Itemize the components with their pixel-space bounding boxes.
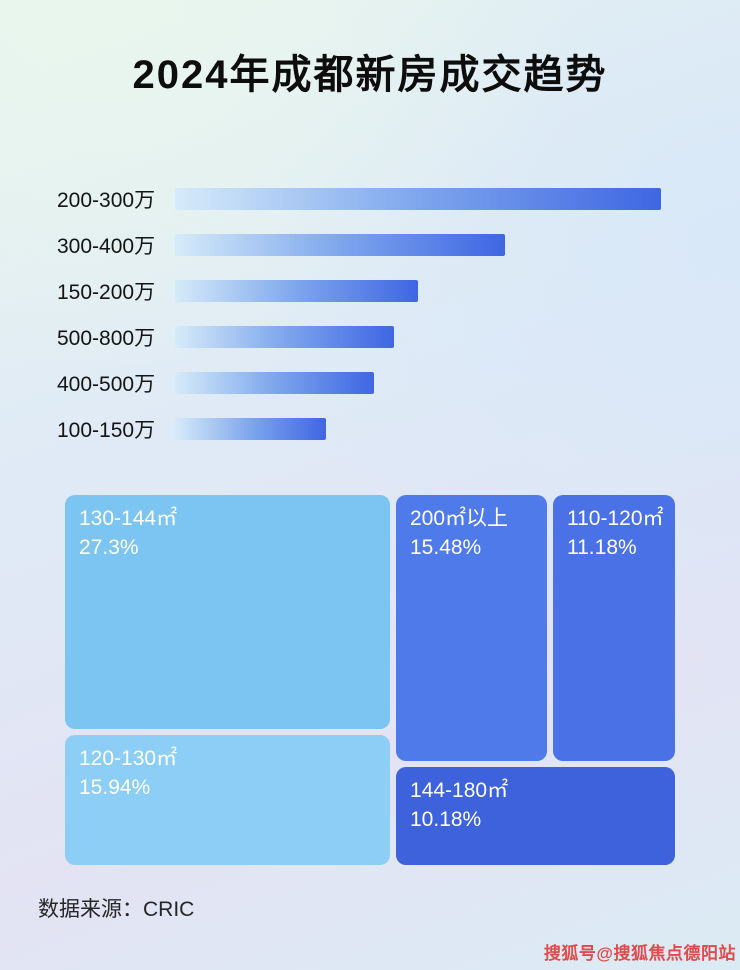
bar-row: 500-800万 [57, 314, 677, 360]
treemap-box-200-plus: 200㎡以上 15.48% [396, 495, 547, 761]
treemap-box-110-120: 110-120㎡ 11.18% [553, 495, 675, 761]
treemap-box-130-144: 130-144㎡ 27.3% [65, 495, 390, 729]
bar-chart: 200-300万 300-400万 150-200万 500-800万 400-500万… [57, 176, 677, 452]
bar-fill [175, 234, 506, 256]
treemap-box-label: 120-130㎡ [79, 747, 178, 770]
bar-category-label: 100-150万 [57, 419, 156, 442]
bar-fill [175, 326, 394, 348]
bar-track [175, 280, 661, 302]
bar-category-label: 500-800万 [57, 327, 156, 350]
bar-fill [175, 418, 326, 440]
data-source-label: 数据来源：CRIC [38, 898, 195, 921]
bar-row: 200-300万 [57, 176, 677, 222]
bar-category-label: 150-200万 [57, 281, 156, 304]
bar-track [175, 326, 661, 348]
bar-row: 300-400万 [57, 222, 677, 268]
treemap-box-label: 110-120㎡ [567, 507, 664, 530]
bar-category-label: 200-300万 [57, 189, 156, 212]
treemap-box-value: 15.94% [79, 776, 151, 800]
treemap-box-144-180: 144-180㎡ 10.18% [396, 767, 675, 865]
bar-category-label: 400-500万 [57, 373, 156, 396]
bar-track [175, 234, 661, 256]
watermark-text: 搜狐号@搜狐焦点德阳站 [543, 944, 736, 963]
treemap-box-value: 10.18% [410, 808, 482, 832]
bar-track [175, 418, 661, 440]
bar-row: 150-200万 [57, 268, 677, 314]
treemap-box-label: 200㎡以上 [410, 507, 509, 530]
treemap-chart: 130-144㎡ 27.3% 120-130㎡ 15.94% 200㎡以上 15… [65, 495, 675, 865]
page-title: 2024年成都新房成交趋势 [132, 53, 608, 97]
treemap-box-label: 130-144㎡ [79, 507, 178, 530]
treemap-box-value: 27.3% [79, 536, 139, 560]
bar-fill [175, 372, 375, 394]
treemap-box-value: 11.18% [567, 536, 637, 560]
bar-fill [175, 280, 418, 302]
bar-track [175, 188, 661, 210]
bar-category-label: 300-400万 [57, 235, 156, 258]
treemap-box-label: 144-180㎡ [410, 779, 509, 802]
treemap-box-120-130: 120-130㎡ 15.94% [65, 735, 390, 865]
bar-row: 400-500万 [57, 360, 677, 406]
bar-track [175, 372, 661, 394]
bar-fill [175, 188, 661, 210]
bar-row: 100-150万 [57, 406, 677, 452]
treemap-box-value: 15.48% [410, 536, 482, 560]
